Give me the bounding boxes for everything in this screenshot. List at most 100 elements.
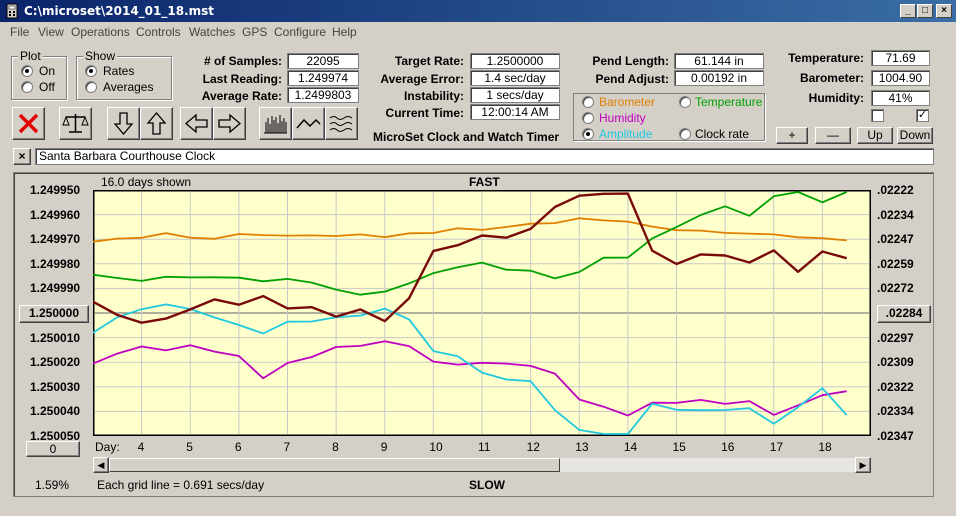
scroll-left-button[interactable]: ◀ [93,457,109,473]
last-reading-field: 1.249974 [287,70,359,86]
menu-controls[interactable]: Controls [136,25,181,39]
day-tick-label: 17 [769,440,784,454]
scroll-up-button[interactable]: Up [857,127,893,144]
stop-button[interactable] [12,107,45,140]
day-tick-label: 6 [234,440,242,454]
plot-on-radio[interactable] [21,65,33,77]
day-tick-label: 13 [575,440,589,454]
arrow-down-icon [113,112,134,136]
plot-off-radio[interactable] [21,81,33,93]
pend-adjust-field: 0.00192 in [674,70,764,86]
day-tick-label: 10 [429,440,443,454]
scrollbar-thumb[interactable] [109,458,560,472]
temperature-radio[interactable] [679,96,691,108]
plot-off-label: Off [39,80,55,94]
window-title: C:\microset\2014_01_18.mst [24,4,215,18]
zoom-out-button[interactable]: — [815,127,851,144]
menu-file[interactable]: File [10,25,30,39]
balance-button[interactable] [59,107,92,140]
pend-length-field: 61.144 in [674,53,764,69]
close-button[interactable]: × [936,4,952,18]
chart-panel [13,172,934,497]
current-time-label: Current Time: [385,106,464,120]
menu-watches[interactable]: Watches [189,25,236,39]
fast-label: FAST [469,175,500,189]
plot-group: Plot [11,49,67,100]
day-tick-label: 4 [137,440,145,454]
right-arrow-button[interactable] [213,107,246,140]
menu-operations[interactable]: Operations [71,25,130,39]
left-tick-label: 1.250010 [30,330,81,345]
right-tick-label: .02297 [877,330,914,345]
day-tick-label: 11 [478,440,491,454]
right-tick-label: .02334 [877,404,914,419]
down-arrow-button[interactable] [107,107,140,140]
balance-scale-icon [62,114,89,133]
target-rate-label: Target Rate: [394,54,464,68]
left-tick-label: 1.249980 [30,256,81,271]
temperature-field: 71.69 [871,50,930,66]
menu-gps[interactable]: GPS [242,25,268,39]
up-arrow-button[interactable] [140,107,173,140]
show-averages-radio[interactable] [85,81,97,93]
zoom-in-button[interactable]: + [776,127,808,144]
app-icon [6,3,18,19]
show-rates-radio[interactable] [85,65,97,77]
last-reading-label: Last Reading: [202,72,282,86]
average-error-field: 1.4 sec/day [470,70,560,86]
bar-view-button[interactable] [259,107,292,140]
barometer-option-label: Barometer [599,95,656,109]
menu-help[interactable]: Help [332,25,357,39]
left-tick-label: 1.249950 [30,183,81,197]
instability-field: 1 secs/day [470,87,560,103]
line-chart-icon [296,118,321,129]
menu-configure[interactable]: Configure [274,25,327,39]
clock-rate-radio[interactable] [679,128,691,140]
percent-label: 1.59% [35,478,70,492]
average-rate-field: 1.2499803 [287,87,359,103]
sensor-select-box [573,93,765,141]
humidity-radio[interactable] [582,112,594,124]
center-left-button[interactable]: 1.250000 [19,305,89,323]
day-tick-label: 7 [283,440,291,454]
day-tick-label: 12 [526,440,540,454]
temperature-label: Temperature: [788,51,864,65]
amplitude-radio[interactable] [582,128,594,140]
scroll-value-button[interactable]: 0 [26,441,80,457]
clock-rate-option-label: Clock rate [695,127,750,141]
right-tick-label: .02347 [877,429,914,443]
clock-name-field[interactable]: Santa Barbara Courthouse Clock [35,148,934,165]
line-view-button[interactable] [292,107,325,140]
left-tick-label: 1.250030 [30,379,81,394]
barometer-field: 1004.90 [871,70,930,86]
minimize-button[interactable]: _ [900,4,916,18]
left-arrow-button[interactable] [180,107,213,140]
scroll-right-icon: ▶ [859,460,867,470]
scroll-left-icon: ◀ [97,460,105,470]
app-name: MicroSet Clock and Watch Timer [373,130,560,144]
menu-view[interactable]: View [38,25,64,39]
maximize-button[interactable]: □ [917,4,933,18]
humidity-label: Humidity: [808,91,864,105]
barometer-radio[interactable] [582,96,594,108]
wave-view-button[interactable] [325,107,358,140]
clear-clock-button[interactable]: × [13,148,31,165]
show-rates-label: Rates [103,64,135,78]
wave-icon [329,116,353,132]
center-right-button[interactable]: .02284 [877,305,931,323]
menu-bar: File View Operations Controls Watches GP… [0,22,956,42]
series-lines [93,191,848,435]
day-tick-label: 9 [380,440,388,454]
amplitude-option-label: Amplitude [599,127,653,141]
pend-adjust-label: Pend Adjust: [595,72,669,86]
right-tick-label: .02259 [877,256,914,271]
option-checkbox-2[interactable]: ✓ [916,109,929,122]
stop-icon [18,113,39,134]
left-tick-label: 1.249990 [30,281,81,296]
option-checkbox-1[interactable] [871,109,884,122]
show-group: Show [76,49,172,100]
scroll-right-button[interactable]: ▶ [855,457,871,473]
slow-label: SLOW [469,478,505,492]
scroll-down-button[interactable]: Down [897,127,933,144]
samples-label: # of Samples: [203,54,282,68]
